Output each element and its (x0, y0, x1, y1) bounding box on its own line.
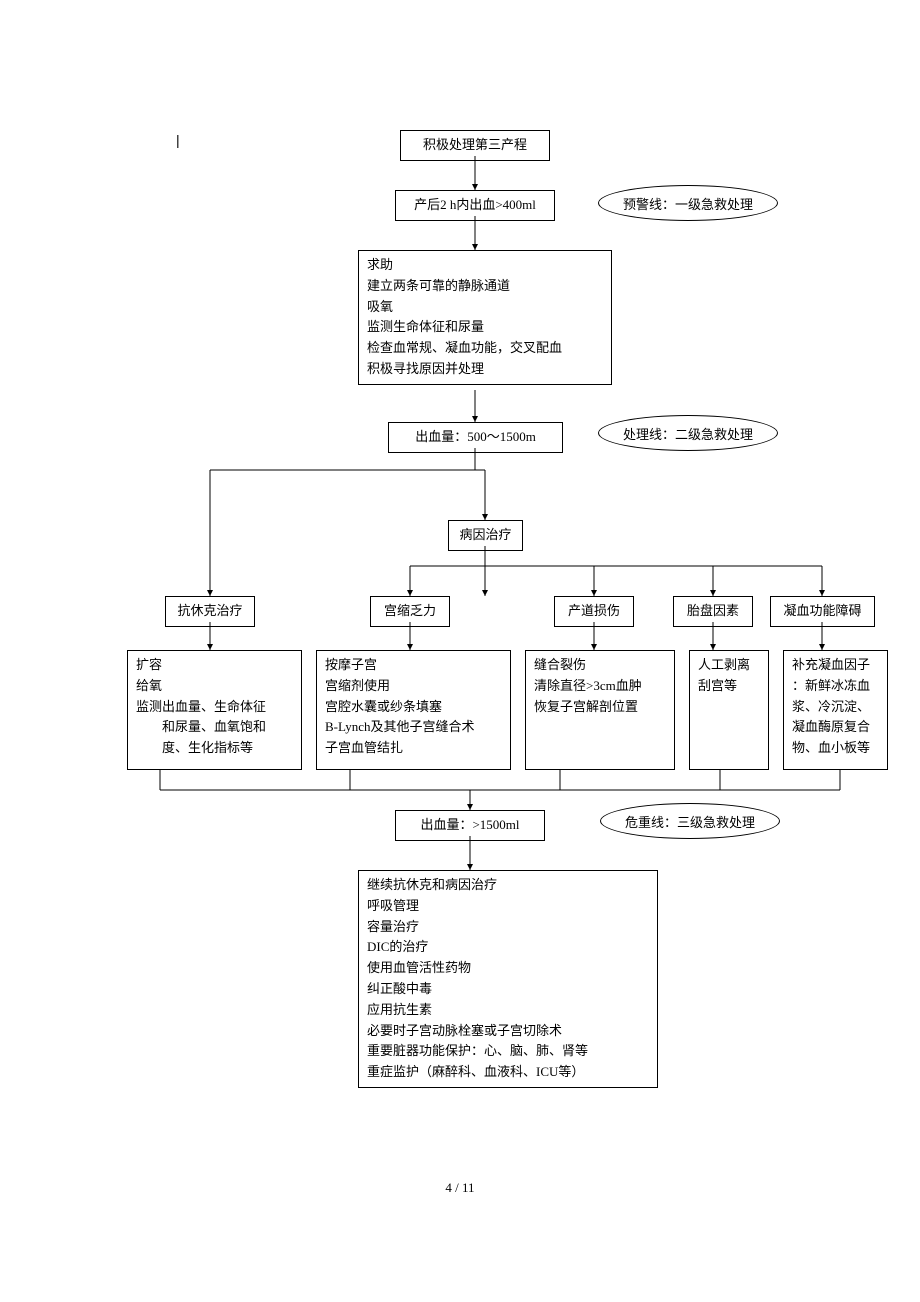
node-label: 抗休克治疗 (177, 603, 242, 618)
text-line: 给氧 (136, 676, 293, 697)
text-line: 重症监护（麻醉科、血液科、ICU等） (367, 1062, 649, 1083)
text-line: 建立两条可靠的静脉通道 (367, 276, 603, 297)
node-label: 产后2 h内出血>400ml (414, 197, 536, 212)
text-line: DIC的治疗 (367, 937, 649, 958)
ellipse-process: 处理线：二级急救处理 (598, 415, 778, 451)
detail-shock: 扩容给氧监测出血量、生命体征 和尿量、血氧饱和 度、生化指标等 (127, 650, 302, 770)
node-shock: 抗休克治疗 (165, 596, 255, 627)
node-placenta: 胎盘因素 (673, 596, 753, 627)
text-line: 纠正酸中毒 (367, 979, 649, 1000)
text-line: 监测生命体征和尿量 (367, 317, 603, 338)
text-line: 求助 (367, 255, 603, 276)
text-line: 扩容 (136, 655, 293, 676)
text-line: 人工剥离 (698, 655, 760, 676)
text-line: 子宫血管结扎 (325, 738, 502, 759)
text-line: 重要脏器功能保护：心、脑、肺、肾等 (367, 1041, 649, 1062)
text-line: 凝血酶原复合 (792, 717, 879, 738)
text-line: 呼吸管理 (367, 896, 649, 917)
detail-coagulation: 补充凝血因子：新鲜冰冻血浆、冷沉淀、凝血酶原复合物、血小板等 (783, 650, 888, 770)
text-line: 恢复子宫解剖位置 (534, 697, 666, 718)
node-label: 产道损伤 (568, 603, 620, 618)
detail-trauma: 缝合裂伤清除直径>3cm血肿恢复子宫解剖位置 (525, 650, 675, 770)
text-line: 缝合裂伤 (534, 655, 666, 676)
node-cause-treatment: 病因治疗 (448, 520, 523, 551)
text-line: 容量治疗 (367, 917, 649, 938)
page-number: 4 / 11 (0, 1180, 920, 1196)
text-line: 必要时子宫动脉栓塞或子宫切除术 (367, 1021, 649, 1042)
node-label: 凝血功能障碍 (783, 603, 861, 618)
node-bleed-500-1500: 出血量：500～1500m (388, 422, 563, 453)
text-line: B-Lynch及其他子宫缝合术 (325, 717, 502, 738)
text-line: 监测出血量、生命体征 (136, 697, 293, 718)
text-line: 补充凝血因子 (792, 655, 879, 676)
text-line: 浆、冷沉淀、 (792, 697, 879, 718)
node-label: 病因治疗 (459, 527, 511, 542)
node-label: 出血量：500～1500m (415, 429, 536, 444)
text-cursor: | (176, 132, 180, 148)
node-bleed-400: 产后2 h内出血>400ml (395, 190, 555, 221)
node-coagulation: 凝血功能障碍 (770, 596, 875, 627)
text-line: 刮宫等 (698, 676, 760, 697)
detail-placenta: 人工剥离刮宫等 (689, 650, 769, 770)
node-atony: 宫缩乏力 (370, 596, 450, 627)
text-line: 清除直径>3cm血肿 (534, 676, 666, 697)
text-line: 物、血小板等 (792, 738, 879, 759)
ellipse-label: 预警线：一级急救处理 (623, 194, 753, 213)
text-line: 吸氧 (367, 297, 603, 318)
text-line: 积极寻找原因并处理 (367, 359, 603, 380)
text-line: 按摩子宫 (325, 655, 502, 676)
text-line: 宫腔水囊或纱条填塞 (325, 697, 502, 718)
text-line: 使用血管活性药物 (367, 958, 649, 979)
ellipse-critical: 危重线：三级急救处理 (600, 803, 780, 839)
ellipse-label: 危重线：三级急救处理 (625, 812, 755, 831)
node-trauma: 产道损伤 (554, 596, 634, 627)
node-bleed-1500: 出血量：>1500ml (395, 810, 545, 841)
node-step1: 积极处理第三产程 (400, 130, 550, 161)
node-label: 胎盘因素 (687, 603, 739, 618)
detail-atony: 按摩子宫宫缩剂使用宫腔水囊或纱条填塞B-Lynch及其他子宫缝合术子宫血管结扎 (316, 650, 511, 770)
text-line: 继续抗休克和病因治疗 (367, 875, 649, 896)
node-level1-actions: 求助建立两条可靠的静脉通道吸氧监测生命体征和尿量检查血常规、凝血功能，交叉配血积… (358, 250, 612, 385)
ellipse-label: 处理线：二级急救处理 (623, 424, 753, 443)
text-line: 宫缩剂使用 (325, 676, 502, 697)
node-level3-actions: 继续抗休克和病因治疗呼吸管理容量治疗DIC的治疗使用血管活性药物纠正酸中毒应用抗… (358, 870, 658, 1088)
node-label: 积极处理第三产程 (423, 137, 527, 152)
node-label: 宫缩乏力 (384, 603, 436, 618)
text-line: 检查血常规、凝血功能，交叉配血 (367, 338, 603, 359)
text-line: ：新鲜冰冻血 (792, 676, 879, 697)
text-line: 度、生化指标等 (136, 738, 293, 759)
ellipse-warning: 预警线：一级急救处理 (598, 185, 778, 221)
text-line: 应用抗生素 (367, 1000, 649, 1021)
text-line: 和尿量、血氧饱和 (136, 717, 293, 738)
node-label: 出血量：>1500ml (420, 817, 519, 832)
